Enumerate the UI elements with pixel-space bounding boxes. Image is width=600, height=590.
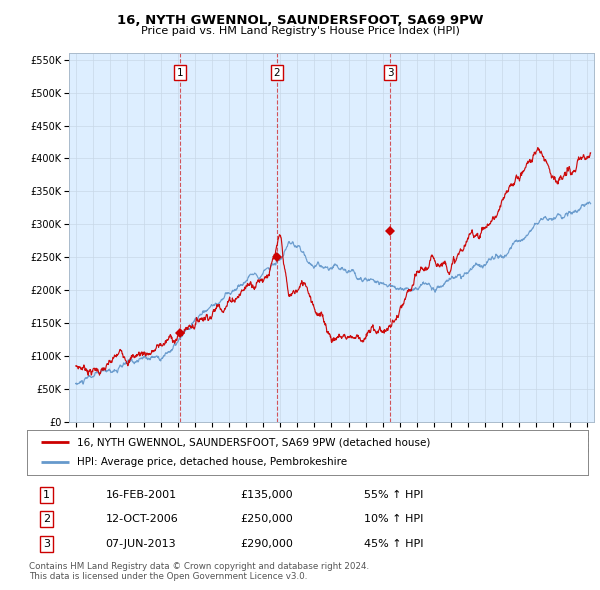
Text: 45% ↑ HPI: 45% ↑ HPI	[364, 539, 423, 549]
Text: £250,000: £250,000	[240, 514, 293, 524]
Text: 16-FEB-2001: 16-FEB-2001	[106, 490, 176, 500]
Text: 16, NYTH GWENNOL, SAUNDERSFOOT, SA69 9PW (detached house): 16, NYTH GWENNOL, SAUNDERSFOOT, SA69 9PW…	[77, 437, 431, 447]
Text: This data is licensed under the Open Government Licence v3.0.: This data is licensed under the Open Gov…	[29, 572, 307, 581]
Text: Price paid vs. HM Land Registry's House Price Index (HPI): Price paid vs. HM Land Registry's House …	[140, 26, 460, 36]
Text: 07-JUN-2013: 07-JUN-2013	[106, 539, 176, 549]
Text: 2: 2	[274, 68, 280, 78]
Text: 16, NYTH GWENNOL, SAUNDERSFOOT, SA69 9PW: 16, NYTH GWENNOL, SAUNDERSFOOT, SA69 9PW	[117, 14, 483, 27]
Text: £290,000: £290,000	[240, 539, 293, 549]
Text: 10% ↑ HPI: 10% ↑ HPI	[364, 514, 423, 524]
Text: 55% ↑ HPI: 55% ↑ HPI	[364, 490, 423, 500]
Text: 3: 3	[387, 68, 394, 78]
Text: 12-OCT-2006: 12-OCT-2006	[106, 514, 178, 524]
Text: HPI: Average price, detached house, Pembrokeshire: HPI: Average price, detached house, Pemb…	[77, 457, 347, 467]
Text: 1: 1	[43, 490, 50, 500]
Text: £135,000: £135,000	[240, 490, 293, 500]
Text: 1: 1	[177, 68, 184, 78]
Text: Contains HM Land Registry data © Crown copyright and database right 2024.: Contains HM Land Registry data © Crown c…	[29, 562, 369, 571]
Text: 3: 3	[43, 539, 50, 549]
Text: 2: 2	[43, 514, 50, 524]
